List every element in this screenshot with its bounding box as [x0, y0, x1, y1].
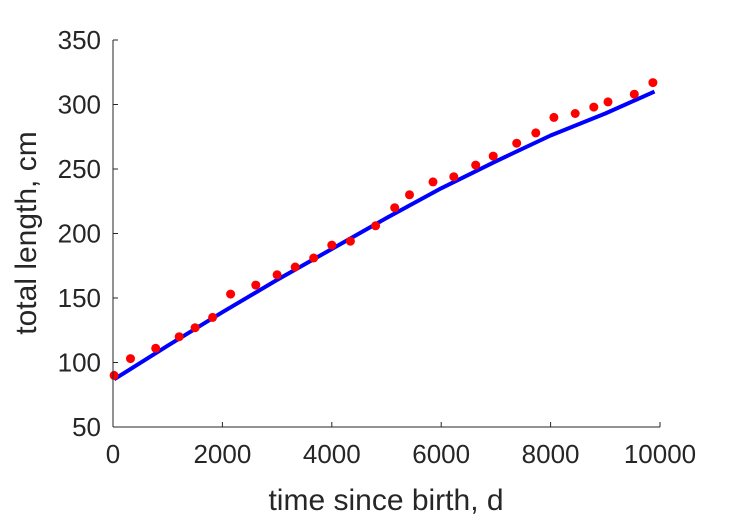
data-point [549, 112, 559, 122]
y-tick-label: 150 [58, 283, 101, 313]
y-tick-label: 50 [72, 412, 101, 442]
data-point [309, 253, 319, 263]
x-tick-label: 2000 [193, 439, 251, 469]
data-point [390, 203, 400, 213]
axes [112, 39, 661, 428]
data-point [109, 370, 119, 380]
data-point [531, 128, 541, 138]
x-tick-label: 0 [106, 439, 120, 469]
x-tick-label: 8000 [522, 439, 580, 469]
plot-marks [109, 78, 658, 381]
data-point [648, 78, 658, 88]
data-point [570, 109, 580, 118]
data-point [603, 97, 613, 107]
data-point [405, 190, 414, 200]
data-point [589, 102, 599, 112]
y-axis-label: total length, cm [10, 131, 43, 334]
data-point [208, 312, 218, 322]
x-axis-label: time since birth, d [268, 484, 503, 517]
x-tick-label: 10000 [624, 439, 696, 469]
data-point [345, 236, 355, 246]
data-point [428, 177, 438, 187]
data-point [226, 289, 236, 299]
data-point [371, 221, 381, 231]
y-tick-label: 350 [58, 25, 101, 55]
data-point [512, 138, 522, 148]
data-point [174, 332, 184, 342]
data-point [327, 240, 337, 250]
data-point [449, 172, 459, 182]
fit-line [113, 89, 656, 381]
y-tick-label: 300 [58, 90, 101, 120]
data-point [151, 343, 161, 353]
x-tick-label: 4000 [303, 439, 361, 469]
y-tick-label: 200 [58, 219, 101, 249]
y-tick-label: 250 [58, 154, 101, 184]
data-point [251, 280, 261, 290]
x-tick-label: 6000 [412, 439, 470, 469]
data-point [471, 160, 481, 170]
data-point [488, 151, 498, 161]
data-point [272, 270, 282, 280]
tick-labels: 0 2000 4000 6000 8000 10000 50 100 150 200 250 300 3… [58, 25, 697, 469]
data-point [629, 89, 639, 99]
data-point [290, 262, 300, 272]
y-tick-label: 100 [58, 348, 101, 378]
data-point [126, 354, 135, 364]
data-point [190, 323, 200, 333]
